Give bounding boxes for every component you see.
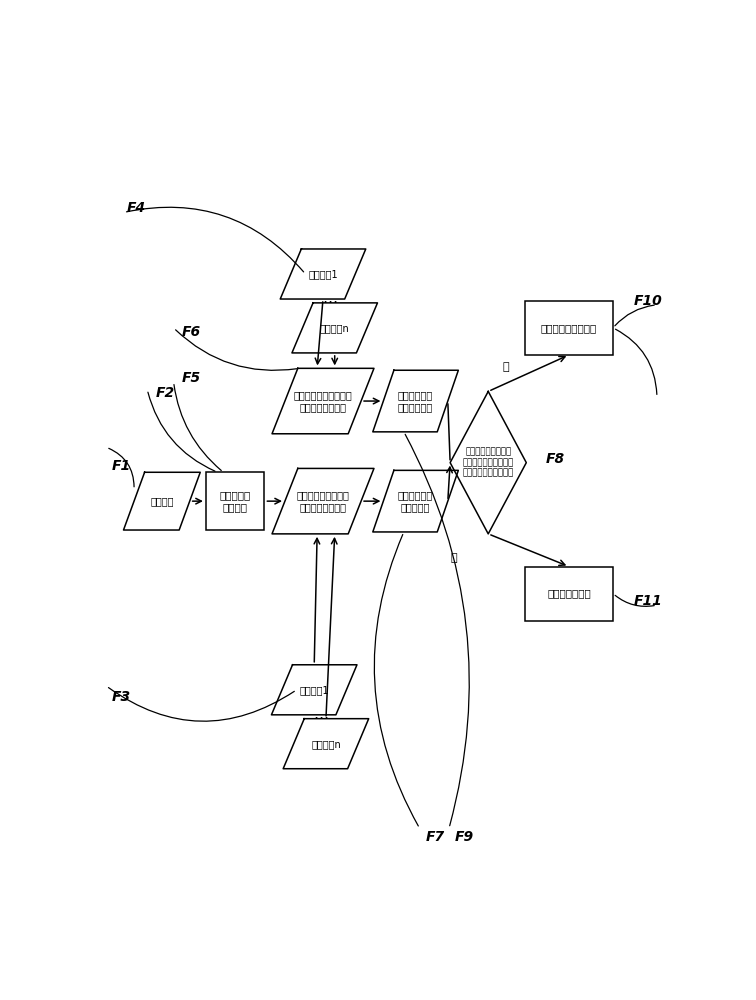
Text: 否: 否 <box>503 362 510 372</box>
Text: F5: F5 <box>181 371 200 385</box>
Bar <box>206 472 265 530</box>
Text: F8: F8 <box>546 452 565 466</box>
Polygon shape <box>123 472 200 530</box>
Text: 输入参数n: 输入参数n <box>320 323 349 333</box>
Text: F4: F4 <box>127 201 146 215</box>
Text: F6: F6 <box>181 325 200 339</box>
Text: 得出可能的
目标挡位: 得出可能的 目标挡位 <box>219 490 251 512</box>
Polygon shape <box>272 368 374 434</box>
Text: F7: F7 <box>426 830 445 844</box>
Polygon shape <box>272 468 374 534</box>
Text: …: … <box>323 291 338 306</box>
Text: F1: F1 <box>112 459 132 473</box>
Text: 预先选择挡位
时的总损耗: 预先选择挡位 时的总损耗 <box>398 490 433 512</box>
Polygon shape <box>373 470 458 532</box>
Text: 当前挡位: 当前挡位 <box>150 496 174 506</box>
Text: 不预先选择挡
位时的总损耗: 不预先选择挡 位时的总损耗 <box>398 390 433 412</box>
Text: 预先先选择目标挡位: 预先先选择目标挡位 <box>541 323 597 333</box>
Text: 是: 是 <box>450 553 457 563</box>
Polygon shape <box>284 719 369 769</box>
Bar <box>525 301 613 355</box>
Text: F9: F9 <box>455 830 474 844</box>
Polygon shape <box>271 665 357 715</box>
Text: F10: F10 <box>634 294 662 308</box>
Text: 输入参数1: 输入参数1 <box>299 685 329 695</box>
Text: 输入参数1: 输入参数1 <box>308 269 338 279</box>
Text: 输入参数n: 输入参数n <box>311 739 341 749</box>
Bar <box>525 567 613 620</box>
Text: 当预先选择挡位时，
计算变速器总损耗: 当预先选择挡位时， 计算变速器总损耗 <box>296 490 349 512</box>
Text: 不预先选择挡位: 不预先选择挡位 <box>547 589 591 599</box>
Text: F2: F2 <box>156 386 175 400</box>
Polygon shape <box>450 391 526 534</box>
Polygon shape <box>373 370 458 432</box>
Text: F3: F3 <box>112 690 132 704</box>
Text: 当预先选择挡位时的
总损耗是否大于不预先
选择挡位时的总损耗？: 当预先选择挡位时的 总损耗是否大于不预先 选择挡位时的总损耗？ <box>463 448 514 478</box>
Polygon shape <box>280 249 366 299</box>
Polygon shape <box>292 303 377 353</box>
Text: 当不预先选择挡位时，
计算变速器总损耗: 当不预先选择挡位时， 计算变速器总损耗 <box>293 390 352 412</box>
Text: F11: F11 <box>634 594 662 608</box>
Text: …: … <box>314 707 329 722</box>
